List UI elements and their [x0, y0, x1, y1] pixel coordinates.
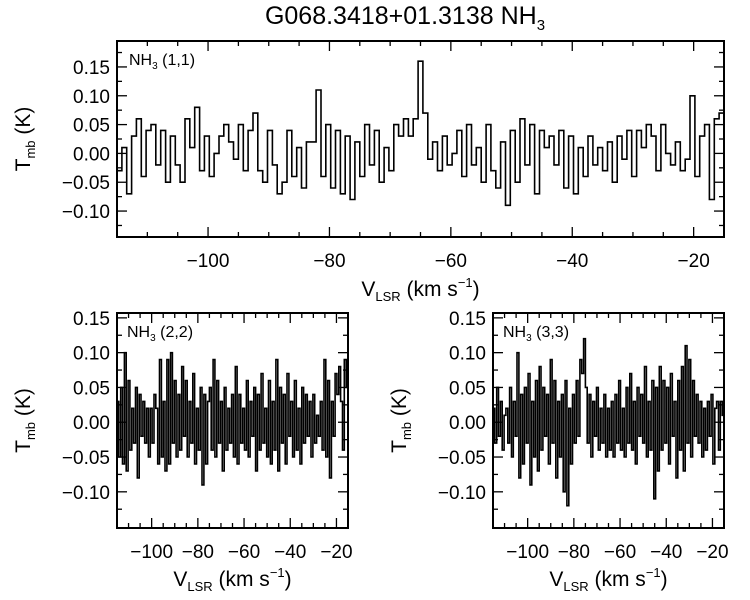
- panel-label: NH3 (3,3): [503, 324, 569, 344]
- spectrum-panel-2: −100 −80 −60 −40 −20 0.15 0.10 0.05 0.00 −0.05 −0.…: [12, 309, 353, 594]
- x-axis-label-unit: (km s: [589, 568, 646, 591]
- x-axis-label-end: ): [661, 568, 668, 591]
- x-axis-label-sup: −1: [646, 565, 661, 580]
- y-axis-label-unit: (K): [388, 388, 411, 422]
- x-tick-label: −60: [435, 251, 467, 272]
- y-tick-label: −0.05: [62, 173, 110, 194]
- x-tick-label: −60: [228, 542, 260, 563]
- panel-label-sub: 3: [150, 333, 156, 344]
- x-axis-label-main: V: [549, 568, 563, 591]
- y-axis-label-main: T: [388, 440, 411, 453]
- y-axis-label: Tmb (K): [388, 388, 414, 453]
- y-tick-label: −0.10: [438, 483, 486, 504]
- spectrum-line: [493, 337, 724, 507]
- x-tick-label: −20: [678, 251, 710, 272]
- x-tick-label: −80: [558, 542, 590, 563]
- x-tick-label: −80: [313, 251, 345, 272]
- panel-label-main: NH: [503, 324, 526, 341]
- panel-label-transition: (1,1): [158, 52, 195, 69]
- y-tick-label: 0.05: [449, 378, 486, 399]
- y-tick-label: 0.00: [449, 413, 486, 434]
- x-axis-label-sup: −1: [458, 275, 473, 290]
- x-axis-label-sub: LSR: [187, 579, 212, 594]
- x-tick-label: −40: [650, 542, 682, 563]
- spectrum-line: [117, 351, 348, 486]
- x-axis-label-sub: LSR: [563, 579, 588, 594]
- figure-title: G068.3418+01.3138 NH3: [0, 2, 750, 34]
- panel-label: NH3 (1,1): [129, 52, 195, 72]
- x-axis-label-main: V: [361, 278, 375, 301]
- y-tick-label: 0.05: [73, 378, 110, 399]
- spectrum-panel-3: −100 −80 −60 −40 −20 0.15 0.10 0.05 0.00 −0.05 −0.…: [388, 309, 729, 594]
- x-tick-label: −40: [274, 542, 306, 563]
- y-tick-label: 0.00: [73, 413, 110, 434]
- y-axis-label-sub: mb: [399, 422, 414, 440]
- x-tick-label: −20: [320, 542, 352, 563]
- x-tick-label: −100: [506, 542, 549, 563]
- title-text: G068.3418+01.3138 NH: [264, 2, 537, 30]
- x-axis-label: VLSR (km s−1): [549, 565, 667, 594]
- panel-label-sub: 3: [526, 333, 532, 344]
- y-axis-label-main: T: [12, 440, 35, 453]
- y-tick-label: 0.15: [449, 309, 486, 330]
- x-tick-label: −80: [182, 542, 214, 563]
- panel-label-transition: (3,3): [532, 324, 569, 341]
- x-axis-label-unit: (km s: [213, 568, 270, 591]
- y-axis-label-sub: mb: [23, 140, 38, 158]
- x-axis-label-end: ): [285, 568, 292, 591]
- x-tick-label: −40: [556, 251, 588, 272]
- x-axis-label-sup: −1: [270, 565, 285, 580]
- y-tick-label: 0.05: [73, 116, 110, 137]
- panel-label-main: NH: [127, 324, 150, 341]
- y-tick-label: −0.10: [62, 483, 110, 504]
- y-axis-label-unit: (K): [12, 388, 35, 422]
- y-axis-label: Tmb (K): [12, 107, 38, 172]
- x-axis-label: VLSR (km s−1): [361, 275, 479, 304]
- panel-label-sub: 3: [152, 61, 158, 72]
- y-axis-label-unit: (K): [12, 107, 35, 141]
- y-axis-label-main: T: [12, 158, 35, 171]
- x-axis-label-unit: (km s: [401, 278, 458, 301]
- spectrum-panel-1: −100 −80 −60 −40 −20 0.15 0.10 0.05 0.00 −0.05 −0.…: [12, 40, 725, 304]
- panel-label-transition: (2,2): [156, 324, 193, 341]
- y-tick-label: 0.15: [73, 309, 110, 330]
- plot-frame: [116, 40, 725, 238]
- y-tick-label: 0.10: [73, 344, 110, 365]
- y-axis-label-sub: mb: [23, 422, 38, 440]
- x-axis-label-main: V: [173, 568, 187, 591]
- x-axis-label: VLSR (km s−1): [173, 565, 291, 594]
- x-axis-label-end: ): [473, 278, 480, 301]
- x-tick-label: −20: [696, 542, 728, 563]
- panel-label: NH3 (2,2): [127, 324, 193, 344]
- y-tick-label: 0.10: [73, 87, 110, 108]
- y-tick-label: −0.05: [62, 448, 110, 469]
- y-tick-label: 0.10: [449, 344, 486, 365]
- y-tick-label: 0.15: [73, 58, 110, 79]
- y-tick-label: 0.00: [73, 144, 110, 165]
- spectrum-line: [117, 60, 724, 207]
- x-axis-label-sub: LSR: [375, 289, 400, 304]
- y-axis-label: Tmb (K): [12, 388, 38, 453]
- y-tick-label: −0.05: [438, 448, 486, 469]
- title-subscript: 3: [536, 17, 546, 34]
- panel-label-main: NH: [129, 52, 152, 69]
- y-tick-label: −0.10: [62, 202, 110, 223]
- x-tick-label: −100: [130, 542, 173, 563]
- x-tick-label: −100: [187, 251, 230, 272]
- x-tick-label: −60: [604, 542, 636, 563]
